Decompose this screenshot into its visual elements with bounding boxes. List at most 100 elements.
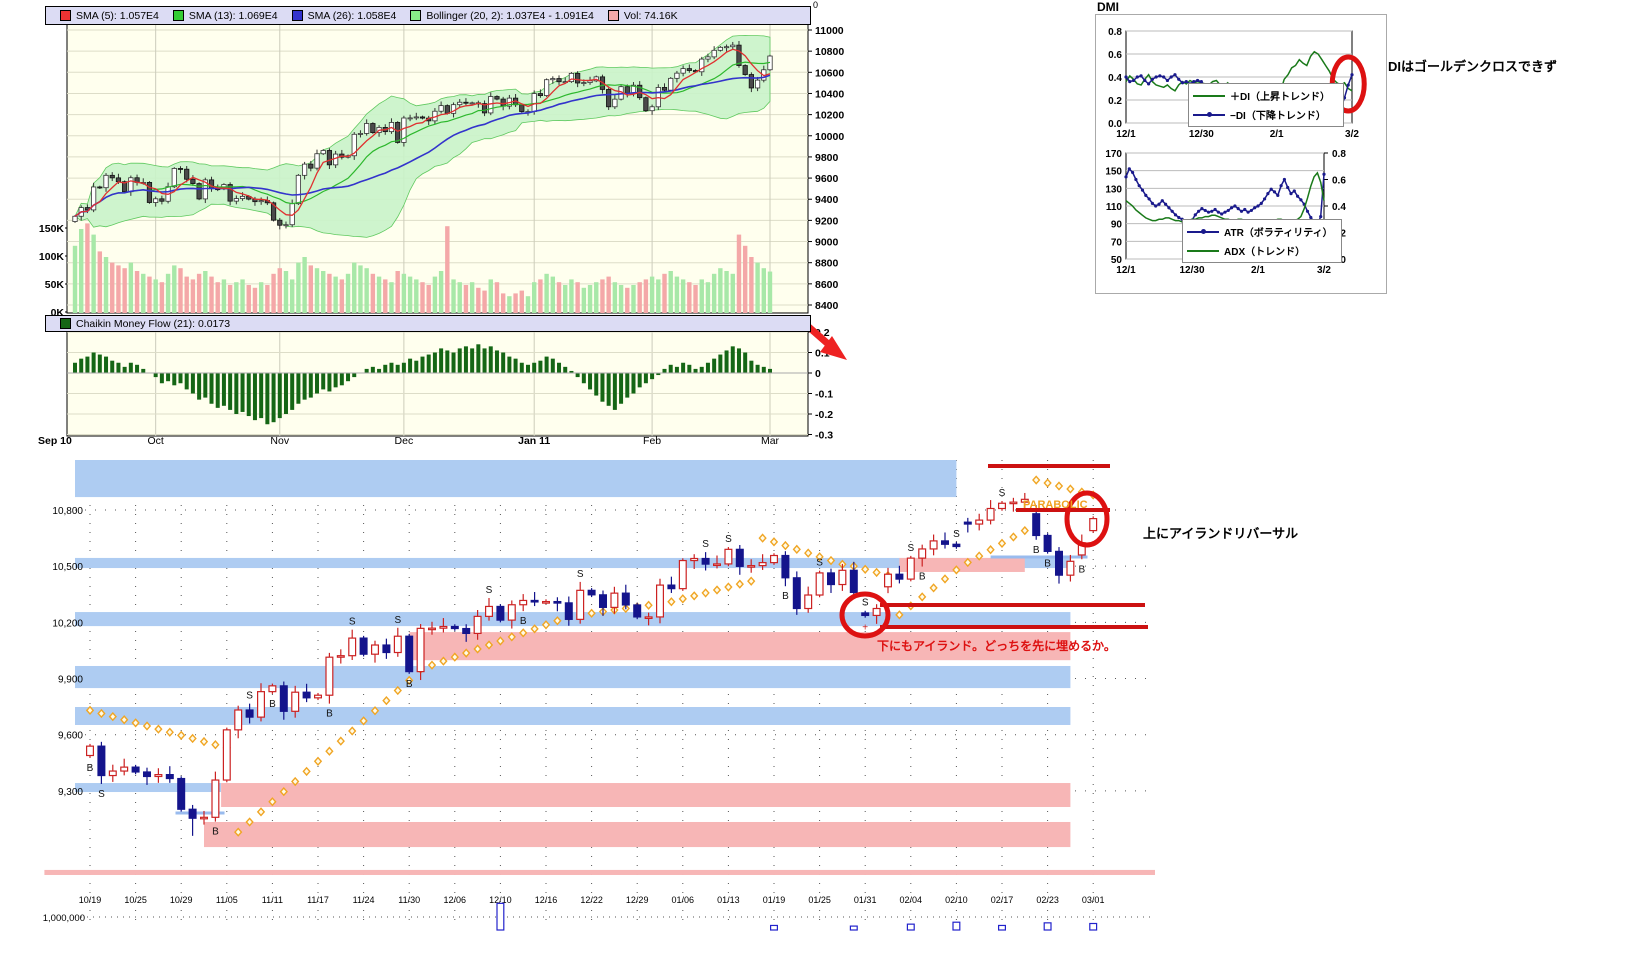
atr-line-icon [1187, 228, 1219, 234]
svg-text:0.8: 0.8 [1108, 27, 1122, 38]
svg-text:170: 170 [1105, 149, 1122, 160]
svg-text:Nov: Nov [270, 435, 289, 447]
legend-cmf: Chaikin Money Flow (21): 0.0173 [60, 318, 230, 330]
svg-text:S: S [394, 615, 401, 626]
svg-text:11/24: 11/24 [353, 895, 375, 905]
svg-text:0.8: 0.8 [1332, 149, 1346, 160]
svg-text:9,900: 9,900 [58, 675, 83, 686]
bollinger-swatch-icon [410, 10, 422, 21]
dmi-title: DMI [1097, 0, 1119, 14]
cmf-legend: Chaikin Money Flow (21): 0.0173 [45, 315, 811, 332]
svg-text:3/2: 3/2 [1345, 129, 1359, 140]
svg-text:03/01: 03/01 [1082, 895, 1105, 905]
svg-text:Oct: Oct [147, 435, 163, 447]
dmi-panel[interactable]: 0.8 0.6 0.4 0.2 0.0 12/1 12/30 2/1 3/2 170 150 130 1… [1095, 14, 1387, 294]
adx-line-icon [1187, 249, 1219, 252]
svg-text:11/30: 11/30 [398, 895, 420, 905]
svg-text:150: 150 [1105, 167, 1122, 178]
minus-di-legend-row: −DI（下降トレンド） [1193, 105, 1339, 124]
svg-text:9,600: 9,600 [58, 731, 83, 742]
svg-text:0.6: 0.6 [1108, 50, 1122, 61]
svg-text:S: S [907, 543, 914, 554]
svg-text:12/30: 12/30 [1179, 265, 1204, 276]
legend-bollinger: Bollinger (20, 2): 1.037E4 - 1.091E4 [410, 10, 594, 22]
sma13-swatch-icon [172, 10, 184, 21]
svg-text:S: S [953, 529, 960, 540]
svg-text:3/2: 3/2 [1317, 265, 1331, 276]
svg-text:50K: 50K [45, 279, 65, 291]
svg-text:S: S [577, 569, 584, 580]
legend-volume: Vol: 74.16K [607, 10, 678, 22]
svg-text:12/1: 12/1 [1116, 129, 1136, 140]
svg-text:B: B [919, 572, 926, 583]
price-chart-panel[interactable]: 0 11000 10800 10600 10400 10200 10000 9800 9600 9… [35, 0, 850, 450]
island-bottom-annotation: 下にもアイランド。どっちを先に埋めるか。 [877, 639, 1116, 653]
svg-text:2/1: 2/1 [1251, 265, 1265, 276]
svg-text:90: 90 [1111, 220, 1123, 231]
svg-text:12/22: 12/22 [580, 895, 603, 905]
plus-di-line-icon [1193, 94, 1225, 97]
svg-text:0.0: 0.0 [1108, 119, 1122, 130]
svg-text:S: S [702, 539, 709, 550]
svg-text:S: S [862, 598, 869, 609]
adx-legend-row: ADX（トレンド） [1187, 241, 1337, 260]
svg-text:Jan 11: Jan 11 [518, 435, 550, 447]
svg-text:12/29: 12/29 [626, 895, 649, 905]
svg-text:9800: 9800 [815, 152, 839, 164]
svg-text:0.4: 0.4 [1332, 202, 1346, 213]
parabolic-label: PARABOLIC [1023, 499, 1088, 511]
svg-text:110: 110 [1106, 202, 1123, 213]
svg-text:Mar: Mar [761, 435, 780, 447]
svg-text:11000: 11000 [815, 25, 844, 37]
svg-text:9200: 9200 [815, 215, 839, 227]
svg-text:8400: 8400 [815, 300, 839, 312]
sma5-swatch-icon [60, 10, 71, 21]
annotation-circle-icon [839, 591, 891, 639]
island-top-annotation: 上にアイランドリバーサル [1143, 526, 1299, 541]
svg-text:9600: 9600 [815, 173, 839, 185]
svg-text:S: S [246, 691, 253, 702]
svg-text:9,300: 9,300 [58, 787, 83, 798]
svg-text:0.6: 0.6 [1332, 176, 1346, 187]
svg-text:S: S [999, 488, 1006, 499]
svg-text:B: B [1033, 545, 1040, 556]
svg-text:50: 50 [1111, 255, 1123, 266]
svg-text:01/19: 01/19 [763, 895, 786, 905]
svg-text:01/25: 01/25 [808, 895, 831, 905]
legend-sma26: SMA (26): 1.058E4 [291, 10, 396, 22]
dmi-annotation: DIはゴールデンクロスできず [1388, 59, 1558, 74]
svg-text:10400: 10400 [815, 88, 844, 100]
svg-text:11/05: 11/05 [216, 895, 238, 905]
price-chart-svg[interactable]: 0 11000 10800 10600 10400 10200 10000 9800 9600 9… [35, 0, 850, 450]
svg-text:0.4: 0.4 [1108, 73, 1122, 84]
svg-text:11/11: 11/11 [262, 895, 283, 905]
svg-text:B: B [782, 591, 789, 602]
svg-text:0.2: 0.2 [1108, 96, 1122, 107]
svg-text:-0.1: -0.1 [815, 389, 833, 401]
svg-text:02/23: 02/23 [1036, 895, 1059, 905]
svg-text:11/17: 11/17 [307, 895, 329, 905]
legend-sma13: SMA (13): 1.069E4 [172, 10, 278, 22]
svg-text:10/29: 10/29 [170, 895, 193, 905]
volume-swatch-icon [607, 10, 619, 21]
svg-text:S: S [486, 585, 493, 596]
svg-text:9400: 9400 [815, 194, 839, 206]
bottom-chart-panel[interactable]: B S B S B B S S B S B S S S B S S + S B S S B B B 10,800 10,500 10,… [35, 455, 1355, 960]
indicator-legend: SMA (5): 1.057E4 SMA (13): 1.069E4 SMA (… [45, 6, 811, 25]
svg-text:Dec: Dec [395, 435, 414, 447]
svg-text:10/19: 10/19 [79, 895, 102, 905]
svg-text:S: S [349, 617, 356, 628]
svg-text:B: B [269, 699, 276, 710]
svg-text:S: S [98, 789, 105, 800]
svg-text:10200: 10200 [815, 110, 844, 122]
svg-text:10,500: 10,500 [52, 562, 83, 573]
svg-text:10/25: 10/25 [124, 895, 147, 905]
svg-text:12/30: 12/30 [1189, 129, 1214, 140]
svg-text:8600: 8600 [815, 279, 839, 291]
svg-text:100K: 100K [39, 251, 65, 263]
svg-text:B: B [406, 679, 413, 690]
svg-text:02/17: 02/17 [991, 895, 1014, 905]
svg-text:12/10: 12/10 [489, 895, 512, 905]
